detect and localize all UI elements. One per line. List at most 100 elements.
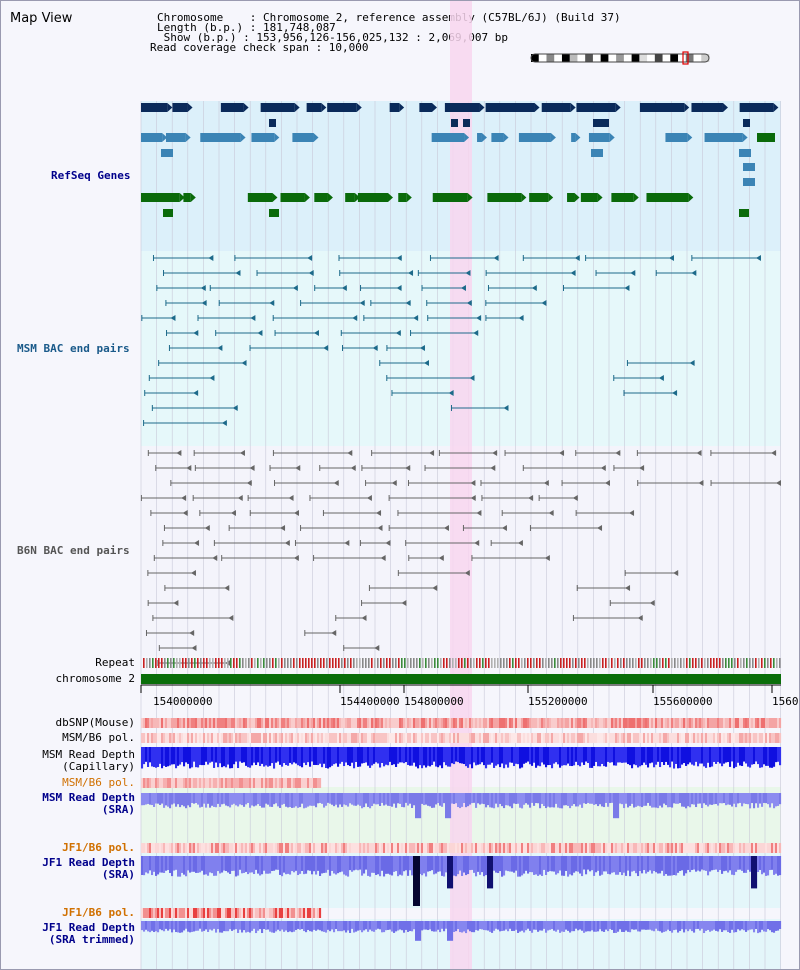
heat-cell [373,718,376,728]
heat-cell [759,733,762,743]
gene-feature [580,193,598,202]
heat-cell [233,843,236,853]
heat-cell [365,718,368,728]
heat-cell [361,733,364,743]
depth-bar [161,793,164,804]
gene-feature [639,103,685,112]
depth-bar [625,921,628,931]
depth-bar [593,747,596,766]
bac-end-arrow [257,330,263,336]
depth-bar [389,747,392,762]
depth-bar [649,747,652,764]
depth-bar [701,856,704,870]
depth-bar [735,921,738,933]
heat-cell [659,718,662,728]
repeat-mark [215,658,217,668]
label-msm-read-depth-capillary-sub: (Capillary) [62,760,135,773]
heat-cell [477,733,480,743]
depth-bar [573,856,576,873]
bac-end-arrow [691,270,697,276]
depth-bar [327,793,330,803]
heat-cell [507,843,510,853]
depth-bar [425,921,428,930]
heat-cell [273,718,276,728]
depth-bar [415,793,418,819]
depth-bar [233,856,236,871]
heat-cell [237,778,240,788]
depth-bar [437,793,440,804]
depth-bar [661,856,664,871]
repeat-mark [515,658,517,668]
depth-bar [751,921,754,930]
depth-bar [265,747,268,766]
depth-bar [509,856,512,872]
gene-strand-arrow [688,193,694,202]
heat-cell [207,778,210,788]
depth-bar [683,747,686,764]
heat-cell [403,733,406,743]
heat-cell [157,778,160,788]
depth-bar [747,856,750,870]
depth-bar [613,921,616,933]
depth-bar [489,747,492,765]
depth-bar [419,747,422,766]
heat-cell [363,843,366,853]
repeat-mark [707,658,709,668]
heat-cell [711,843,714,853]
depth-bar [339,856,342,873]
heat-cell [769,733,772,743]
heat-cell [249,718,252,728]
heat-cell [211,733,214,743]
heat-cell [257,733,260,743]
heat-cell [469,718,472,728]
heat-cell [729,718,732,728]
heat-cell [725,843,728,853]
heat-cell [741,843,744,853]
repeat-mark [422,658,424,668]
heat-cell [191,718,194,728]
heat-cell [337,843,340,853]
depth-bar [627,921,630,932]
chromosome-ideogram[interactable] [529,51,715,67]
heat-cell [649,843,652,853]
depth-bar [273,747,276,769]
gene-feature [165,133,186,142]
heat-cell [493,718,496,728]
depth-bar [437,747,440,768]
bac-end-arrow [217,345,223,351]
depth-bar [473,747,476,763]
heat-cell [569,843,572,853]
heat-cell [147,733,150,743]
heat-cell [169,843,172,853]
repeat-mark [203,658,205,668]
heat-cell [381,718,384,728]
depth-bar [335,793,338,805]
heat-cell [197,718,200,728]
heat-cell [561,843,564,853]
heat-cell [225,733,228,743]
heat-cell [197,733,200,743]
label-msm-read-depth-sra-sub: (SRA) [101,803,135,816]
depth-bar [735,747,738,767]
bac-end-arrow [182,510,188,516]
depth-bar [229,793,232,808]
depth-bar [157,747,160,767]
repeat-mark [269,658,271,668]
heat-cell [171,718,174,728]
heat-cell [499,718,502,728]
bac-end-arrow [333,480,339,486]
heat-cell [261,908,264,918]
heat-cell [221,843,224,853]
depth-bar [525,856,528,871]
depth-bar [351,747,354,763]
bac-end-arrow [181,495,187,501]
gene-strand-arrow [609,133,615,142]
heat-cell [215,733,218,743]
heat-cell [299,908,302,918]
heat-cell [201,843,204,853]
bac-end-arrow [639,465,645,471]
depth-bar [207,747,210,765]
heat-cell [173,778,176,788]
depth-bar [305,747,308,766]
